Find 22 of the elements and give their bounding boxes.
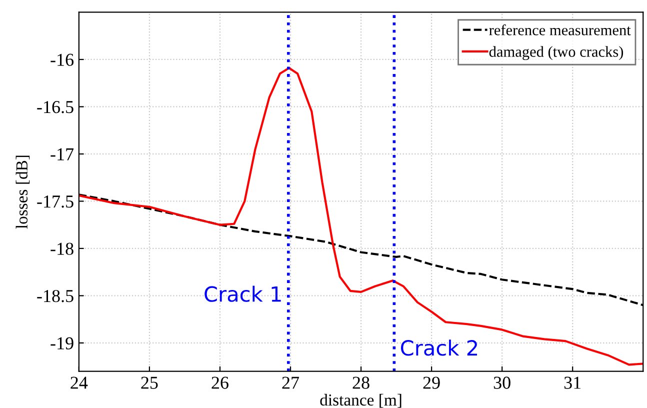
line-series [78,66,644,366]
y-tick-label: -18 [50,242,74,255]
y-tick-label: -19 [50,337,74,350]
y-tick-label: -18.5 [37,290,74,302]
x-tick-label: 31 [564,376,581,389]
x-tick-label: 27 [282,376,300,389]
y-tick-label: -16.5 [37,101,74,114]
legend-label: damaged (two cracks) [489,46,624,60]
legend-label: reference measurement [489,24,631,36]
x-tick-label: 30 [494,376,510,389]
x-axis-title: distance [m] [320,394,402,408]
x-tick-label: 25 [141,376,158,389]
y-tick-label: -17.5 [37,196,74,208]
x-tick-label: 26 [212,376,228,389]
ref-line-label: Crack 1 [204,286,281,302]
y-tick-label: -17 [50,148,74,160]
y-axis-title: losses [dB] [16,156,30,229]
x-tick-label: 28 [352,376,370,389]
x-tick-label: 24 [70,376,88,389]
x-tick-label: 29 [423,376,440,389]
ref-line-label: Crack 2 [400,340,477,356]
y-tick-label: -16 [50,54,74,66]
